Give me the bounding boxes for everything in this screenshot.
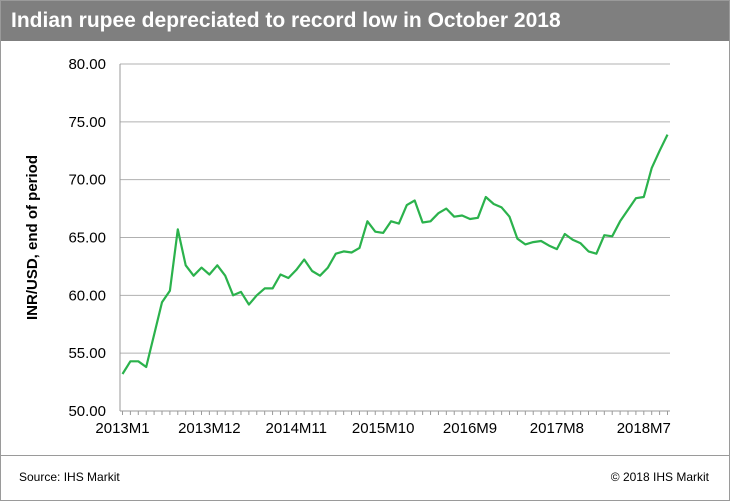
data-point: [508, 216, 510, 218]
data-point: [532, 241, 534, 243]
source-note: Source: IHS Markit: [19, 470, 120, 484]
data-point: [137, 360, 139, 362]
data-point: [658, 150, 660, 152]
data-point: [524, 243, 526, 245]
data-point: [264, 287, 266, 289]
data-point: [421, 221, 423, 223]
data-point: [208, 273, 210, 275]
data-point: [232, 294, 234, 296]
x-ticks: [122, 411, 668, 415]
x-tick-label: 2014M11: [266, 420, 327, 437]
data-point: [350, 251, 352, 253]
data-point: [279, 273, 281, 275]
data-point: [414, 199, 416, 201]
data-point: [579, 242, 581, 244]
data-point: [121, 373, 123, 375]
data-point: [651, 167, 653, 169]
series-layer: [121, 133, 669, 375]
data-point: [595, 253, 597, 255]
data-point: [303, 258, 305, 260]
data-point: [516, 238, 518, 240]
data-point: [635, 197, 637, 199]
data-point: [145, 366, 147, 368]
series-line: [121, 134, 669, 375]
x-tick-label: 2018M7: [617, 420, 671, 437]
data-point: [327, 266, 329, 268]
data-point: [216, 264, 218, 266]
x-tick-label: 2017M8: [530, 420, 584, 437]
data-point: [374, 231, 376, 233]
data-point: [643, 196, 645, 198]
data-point: [500, 206, 502, 208]
data-point: [587, 250, 589, 252]
data-point: [390, 220, 392, 222]
data-point: [169, 290, 171, 292]
chart-title: Indian rupee depreciated to record low i…: [11, 9, 561, 32]
y-axis-title: INR/USD, end of period: [24, 155, 41, 320]
data-point: [619, 220, 621, 222]
data-point: [485, 196, 487, 198]
data-point: [311, 270, 313, 272]
data-point: [627, 209, 629, 211]
data-point: [477, 217, 479, 219]
data-point: [406, 204, 408, 206]
data-point: [343, 250, 345, 252]
data-point: [572, 239, 574, 241]
data-point: [200, 266, 202, 268]
data-point: [611, 235, 613, 237]
y-tick-label: 65.00: [68, 230, 106, 247]
data-point: [461, 214, 463, 216]
data-point: [129, 360, 131, 362]
data-point: [540, 240, 542, 242]
y-tick-label: 50.00: [68, 403, 106, 420]
data-point: [437, 212, 439, 214]
data-point: [398, 222, 400, 224]
data-point: [287, 277, 289, 279]
data-point: [603, 234, 605, 236]
data-point: [153, 334, 155, 336]
data-point: [335, 253, 337, 255]
data-point: [192, 275, 194, 277]
data-point: [493, 203, 495, 205]
copyright-note: © 2018 IHS Markit: [610, 470, 709, 484]
data-point: [271, 287, 273, 289]
y-tick-labels: 50.00 55.00 60.00 65.00 70.00 75.00 80.00: [68, 56, 106, 420]
data-point: [469, 218, 471, 220]
data-point: [224, 275, 226, 277]
data-point: [319, 275, 321, 277]
data-point: [358, 247, 360, 249]
x-tick-label: 2013M1: [95, 420, 149, 437]
data-point: [161, 301, 163, 303]
data-point: [445, 207, 447, 209]
data-point: [248, 303, 250, 305]
data-point: [429, 220, 431, 222]
y-tick-label: 55.00: [68, 345, 106, 362]
data-point: [240, 291, 242, 293]
gridlines: [120, 63, 670, 354]
y-tick-label: 80.00: [68, 56, 106, 73]
title-bar: Indian rupee depreciated to record low i…: [1, 1, 729, 41]
y-tick-label: 60.00: [68, 287, 106, 304]
x-tick-label: 2016M9: [443, 420, 497, 437]
data-point: [295, 269, 297, 271]
data-point: [382, 232, 384, 234]
data-point: [666, 133, 668, 135]
y-tick-label: 75.00: [68, 114, 106, 131]
data-point: [366, 220, 368, 222]
x-tick-label: 2015M10: [352, 420, 415, 437]
line-chart: 50.00 55.00 60.00 65.00 70.00 75.00 80.00 2013…: [24, 56, 671, 437]
data-point: [177, 228, 179, 230]
data-point: [453, 216, 455, 218]
y-tick-label: 70.00: [68, 172, 106, 189]
footer: Source: IHS Markit © 2018 IHS Markit: [1, 455, 729, 501]
x-tick-labels: 2013M1 2013M12 2014M11 2015M10 2016M9 2017M8 2…: [95, 420, 671, 437]
data-point: [256, 294, 258, 296]
data-point: [548, 244, 550, 246]
axes: [119, 64, 670, 412]
data-point: [556, 248, 558, 250]
data-point: [564, 233, 566, 235]
data-point: [185, 264, 187, 266]
x-tick-label: 2013M12: [178, 420, 241, 437]
